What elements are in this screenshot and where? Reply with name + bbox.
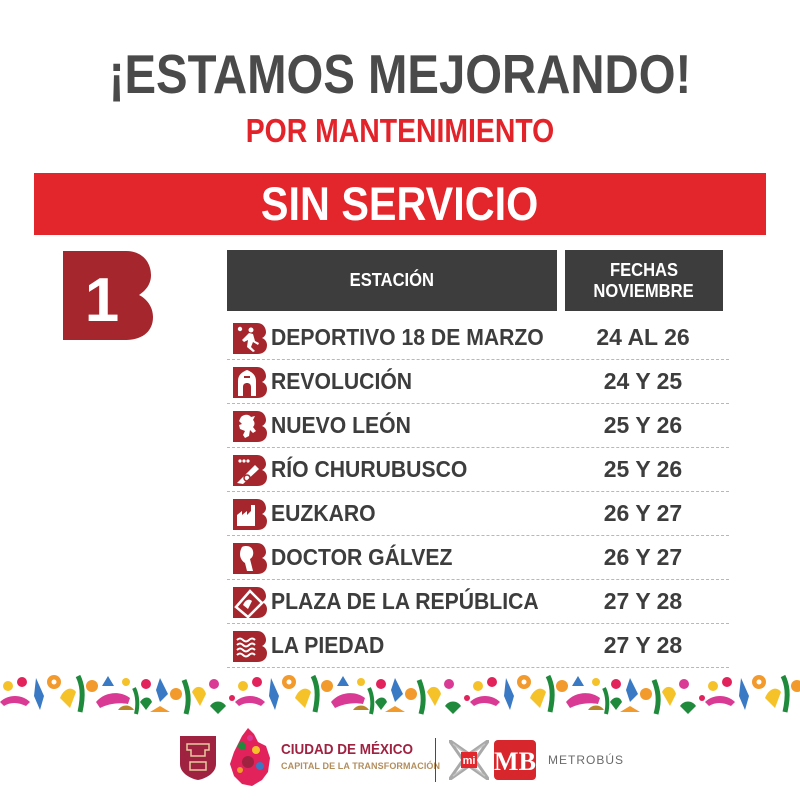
line-1-badge: 1 bbox=[63, 251, 153, 340]
svg-text:mi: mi bbox=[463, 755, 476, 767]
station-name: EUZKARO bbox=[271, 500, 376, 526]
table-row: REVOLUCIÓN 24 Y 25 bbox=[227, 360, 729, 404]
station-name: RÍO CHURUBUSCO bbox=[271, 456, 468, 482]
station-name: REVOLUCIÓN bbox=[271, 368, 413, 394]
flora-fauna-pattern-icon bbox=[0, 672, 800, 718]
table-row: DOCTOR GÁLVEZ 26 Y 27 bbox=[227, 536, 729, 580]
table-row: RÍO CHURUBUSCO 25 Y 26 bbox=[227, 448, 729, 492]
table-row: LA PIEDAD 27 Y 28 bbox=[227, 624, 729, 668]
cdmx-shield-icon bbox=[180, 736, 216, 780]
station-dates: 27 Y 28 bbox=[603, 632, 683, 658]
table-row: PLAZA DE LA REPÚBLICA 27 Y 28 bbox=[227, 580, 729, 624]
page-title: ¡ESTAMOS MEJORANDO! bbox=[108, 43, 692, 105]
station-dates: 24 Y 25 bbox=[603, 368, 683, 394]
column-header-dates: FECHAS NOVIEMBRE bbox=[565, 250, 723, 311]
station-dates: 26 Y 27 bbox=[603, 544, 683, 570]
station-dates: 25 Y 26 bbox=[603, 412, 683, 438]
svg-text:MB: MB bbox=[494, 747, 536, 776]
status-banner: SIN SERVICIO bbox=[34, 173, 766, 235]
footer-logos: CIUDAD DE MÉXICO CAPITAL DE LA TRANSFORM… bbox=[0, 724, 800, 794]
station-name: PLAZA DE LA REPÚBLICA bbox=[271, 588, 539, 614]
station-name: LA PIEDAD bbox=[271, 632, 385, 658]
station-dates: 26 Y 27 bbox=[603, 500, 683, 526]
station-dates: 24 AL 26 bbox=[596, 324, 690, 350]
station-dates: 27 Y 28 bbox=[603, 588, 683, 614]
table-row: NUEVO LEÓN 25 Y 26 bbox=[227, 404, 729, 448]
soccer-player-icon bbox=[233, 321, 267, 355]
page-subtitle: POR MANTENIMIENTO bbox=[245, 112, 555, 149]
station-name: NUEVO LEÓN bbox=[271, 412, 411, 438]
decorative-floral-pattern bbox=[0, 672, 800, 718]
metrobus-wordmark: METROBÚS bbox=[548, 753, 625, 767]
cannon-icon bbox=[233, 453, 267, 487]
stations-table: DEPORTIVO 18 DE MARZO 24 AL 26 REVOLUCIÓ… bbox=[227, 316, 729, 668]
cdmx-map-icon bbox=[230, 728, 270, 786]
doctor-bust-icon bbox=[233, 541, 267, 575]
table-row: DEPORTIVO 18 DE MARZO 24 AL 26 bbox=[227, 316, 729, 360]
monument-revolution-icon bbox=[233, 365, 267, 399]
station-name: DOCTOR GÁLVEZ bbox=[271, 544, 453, 570]
factory-icon bbox=[233, 497, 267, 531]
water-waves-icon bbox=[233, 629, 267, 663]
station-dates: 25 Y 26 bbox=[603, 456, 683, 482]
cdmx-title: CIUDAD DE MÉXICO bbox=[281, 741, 414, 758]
cdmx-subtitle: CAPITAL DE LA TRANSFORMACIÓN bbox=[281, 761, 441, 771]
footer-divider bbox=[435, 738, 436, 782]
status-banner-label: SIN SERVICIO bbox=[261, 177, 539, 230]
lion-icon bbox=[233, 409, 267, 443]
metrobus-mb-logo-icon: MB bbox=[494, 740, 536, 780]
column-header-station: ESTACIÓN bbox=[227, 250, 557, 311]
station-name: DEPORTIVO 18 DE MARZO bbox=[271, 324, 544, 350]
metrobus-line-b-icon: 1 bbox=[63, 251, 153, 340]
table-row: EUZKARO 26 Y 27 bbox=[227, 492, 729, 536]
plaza-icon bbox=[233, 585, 267, 619]
mi-logo-icon: mi bbox=[449, 740, 489, 780]
svg-text:1: 1 bbox=[85, 266, 119, 335]
